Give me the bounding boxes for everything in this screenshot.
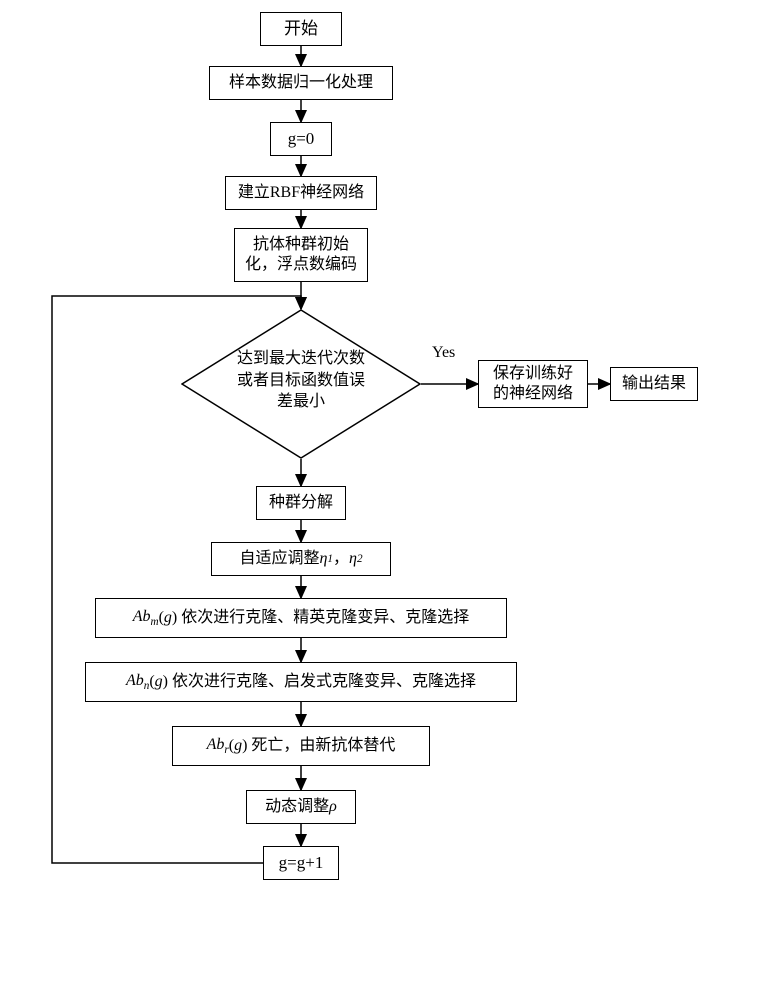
node-init: 抗体种群初始 化，浮点数编码 [234,228,368,282]
edge-label-yes: Yes [432,344,455,362]
node-abr: Abr(g) 死亡，由新抗体替代 [172,726,430,766]
flowchart-arrows [0,0,780,1000]
node-rho: 动态调整ρ [246,790,356,824]
node-gpp: g=g+1 [263,846,339,880]
node-abn: Abn(g) 依次进行克隆、启发式克隆变异、克隆选择 [85,662,517,702]
node-split: 种群分解 [256,486,346,520]
node-adapt: 自适应调整η1，η2 [211,542,391,576]
node-decision-label: 达到最大迭代次数 或者目标函数值误 差最小 [211,348,391,413]
node-normalize: 样本数据归一化处理 [209,66,393,100]
node-start: 开始 [260,12,342,46]
node-save: 保存训练好 的神经网络 [478,360,588,408]
node-output: 输出结果 [610,367,698,401]
node-rbf: 建立RBF神经网络 [225,176,377,210]
node-g0: g=0 [270,122,332,156]
node-abm: Abm(g) 依次进行克隆、精英克隆变异、克隆选择 [95,598,507,638]
